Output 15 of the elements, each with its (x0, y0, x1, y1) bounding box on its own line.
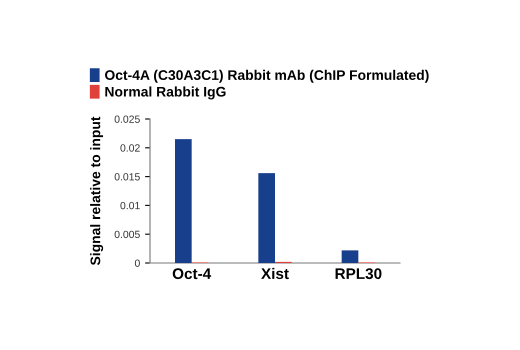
x-tick-label: Xist (261, 268, 289, 280)
legend-label: Normal Rabbit IgG (105, 86, 226, 100)
legend-label: Oct-4A (C30A3C1) Rabbit mAb (ChIP Formulated) (105, 70, 429, 83)
x-tick-label: RPL30 (336, 268, 382, 280)
bar (342, 250, 358, 263)
x-tick-label: Oct-4 (172, 268, 212, 280)
y-tick-label: 0.005 (114, 230, 140, 238)
y-tick-label: 0.01 (120, 202, 140, 210)
y-tick-label: 0.015 (114, 173, 140, 180)
y-axis-title: Signal relative to input (90, 116, 104, 266)
y-tick-label: 0.025 (114, 116, 140, 123)
y-tick-label: 0 (134, 260, 140, 267)
bar (258, 173, 275, 263)
bar (175, 139, 192, 263)
y-tick-label: 0.02 (120, 144, 140, 152)
